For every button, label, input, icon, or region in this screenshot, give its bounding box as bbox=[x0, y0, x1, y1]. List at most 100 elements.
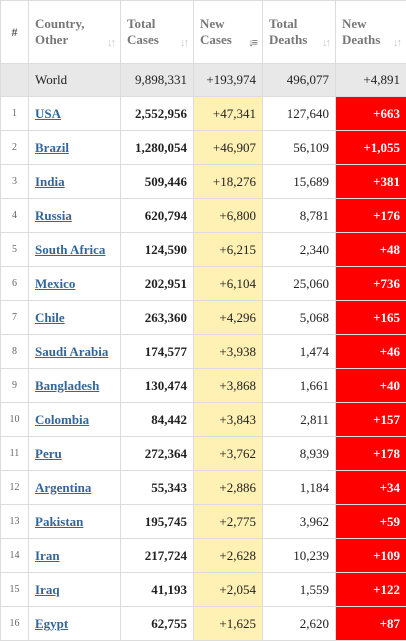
total-deaths-cell: 127,640 bbox=[263, 97, 336, 131]
total-deaths-cell: 1,661 bbox=[263, 369, 336, 403]
country-link[interactable]: Saudi Arabia bbox=[35, 344, 108, 359]
new-cases-cell: +2,628 bbox=[194, 539, 263, 573]
total-deaths-cell: 25,060 bbox=[263, 267, 336, 301]
total-cases-cell: 217,724 bbox=[121, 539, 194, 573]
total-deaths-cell: 2,340 bbox=[263, 233, 336, 267]
sort-desc-icon[interactable]: ↓≡ bbox=[248, 35, 256, 51]
world-total-deaths: 496,077 bbox=[263, 64, 336, 97]
row-num: 2 bbox=[1, 131, 29, 165]
country-link[interactable]: Brazil bbox=[35, 140, 69, 155]
new-cases-cell: +2,054 bbox=[194, 573, 263, 607]
header-total-cases[interactable]: Total Cases ↓↑ bbox=[121, 1, 194, 64]
total-deaths-cell: 15,689 bbox=[263, 165, 336, 199]
new-cases-cell: +6,104 bbox=[194, 267, 263, 301]
country-link[interactable]: Argentina bbox=[35, 480, 91, 495]
total-cases-cell: 124,590 bbox=[121, 233, 194, 267]
country-link[interactable]: Iraq bbox=[35, 582, 60, 597]
country-cell: USA bbox=[29, 97, 121, 131]
country-link[interactable]: Colombia bbox=[35, 412, 89, 427]
total-deaths-cell: 2,811 bbox=[263, 403, 336, 437]
new-deaths-cell: +87 bbox=[336, 607, 406, 641]
country-link[interactable]: Peru bbox=[35, 446, 62, 461]
new-deaths-cell: +34 bbox=[336, 471, 406, 505]
total-deaths-cell: 1,559 bbox=[263, 573, 336, 607]
new-cases-cell: +2,886 bbox=[194, 471, 263, 505]
country-cell: Brazil bbox=[29, 131, 121, 165]
new-deaths-cell: +109 bbox=[336, 539, 406, 573]
header-total-deaths[interactable]: Total Deaths ↓↑ bbox=[263, 1, 336, 64]
country-cell: Iran bbox=[29, 539, 121, 573]
total-cases-cell: 55,343 bbox=[121, 471, 194, 505]
total-cases-cell: 509,446 bbox=[121, 165, 194, 199]
new-cases-cell: +3,938 bbox=[194, 335, 263, 369]
total-deaths-cell: 8,939 bbox=[263, 437, 336, 471]
header-total-cases-label: Total Cases bbox=[127, 16, 187, 48]
new-deaths-cell: +40 bbox=[336, 369, 406, 403]
country-cell: India bbox=[29, 165, 121, 199]
country-link[interactable]: Bangladesh bbox=[35, 378, 99, 393]
sort-arrows-icon[interactable]: ↓↑ bbox=[322, 35, 329, 51]
header-new-cases[interactable]: New Cases ↓≡ bbox=[194, 1, 263, 64]
new-cases-cell: +46,907 bbox=[194, 131, 263, 165]
country-cell: Peru bbox=[29, 437, 121, 471]
country-link[interactable]: India bbox=[35, 174, 65, 189]
header-new-deaths[interactable]: New Deaths ↓↑ bbox=[336, 1, 406, 64]
total-deaths-cell: 1,184 bbox=[263, 471, 336, 505]
sort-arrows-icon[interactable]: ↓↑ bbox=[180, 35, 187, 51]
country-cell: Egypt bbox=[29, 607, 121, 641]
new-cases-cell: +3,843 bbox=[194, 403, 263, 437]
country-link[interactable]: Iran bbox=[35, 548, 60, 563]
header-country[interactable]: Country, Other ↓↑ bbox=[29, 1, 121, 64]
country-cell: Bangladesh bbox=[29, 369, 121, 403]
new-deaths-cell: +122 bbox=[336, 573, 406, 607]
country-cell: Colombia bbox=[29, 403, 121, 437]
country-link[interactable]: Pakistan bbox=[35, 514, 83, 529]
world-total-cases: 9,898,331 bbox=[121, 64, 194, 97]
row-num: 7 bbox=[1, 301, 29, 335]
new-cases-cell: +6,215 bbox=[194, 233, 263, 267]
row-num: 15 bbox=[1, 573, 29, 607]
country-link[interactable]: Chile bbox=[35, 310, 65, 325]
new-cases-cell: +6,800 bbox=[194, 199, 263, 233]
row-num: 9 bbox=[1, 369, 29, 403]
row-num: 10 bbox=[1, 403, 29, 437]
new-cases-cell: +18,276 bbox=[194, 165, 263, 199]
world-row: World 9,898,331 +193,974 496,077 +4,891 bbox=[1, 64, 406, 97]
row-num bbox=[1, 64, 29, 97]
total-deaths-cell: 1,474 bbox=[263, 335, 336, 369]
total-cases-cell: 84,442 bbox=[121, 403, 194, 437]
row-num: 13 bbox=[1, 505, 29, 539]
total-cases-cell: 62,755 bbox=[121, 607, 194, 641]
country-cell: Mexico bbox=[29, 267, 121, 301]
row-num: 12 bbox=[1, 471, 29, 505]
sort-arrows-icon[interactable]: ↓↑ bbox=[393, 35, 400, 51]
new-deaths-cell: +381 bbox=[336, 165, 406, 199]
country-link[interactable]: Russia bbox=[35, 208, 72, 223]
country-link[interactable]: Egypt bbox=[35, 616, 68, 631]
country-link[interactable]: Mexico bbox=[35, 276, 75, 291]
world-label: World bbox=[29, 64, 121, 97]
total-cases-cell: 263,360 bbox=[121, 301, 194, 335]
country-link[interactable]: USA bbox=[35, 106, 61, 121]
new-cases-cell: +2,775 bbox=[194, 505, 263, 539]
row-num: 16 bbox=[1, 607, 29, 641]
total-cases-cell: 2,552,956 bbox=[121, 97, 194, 131]
total-cases-cell: 41,193 bbox=[121, 573, 194, 607]
new-cases-cell: +1,625 bbox=[194, 607, 263, 641]
header-country-label: Country, Other bbox=[35, 16, 114, 48]
new-cases-cell: +47,341 bbox=[194, 97, 263, 131]
new-cases-cell: +3,868 bbox=[194, 369, 263, 403]
country-link[interactable]: South Africa bbox=[35, 242, 105, 257]
new-cases-cell: +4,296 bbox=[194, 301, 263, 335]
total-deaths-cell: 8,781 bbox=[263, 199, 336, 233]
sort-arrows-icon[interactable]: ↓↑ bbox=[107, 35, 114, 51]
